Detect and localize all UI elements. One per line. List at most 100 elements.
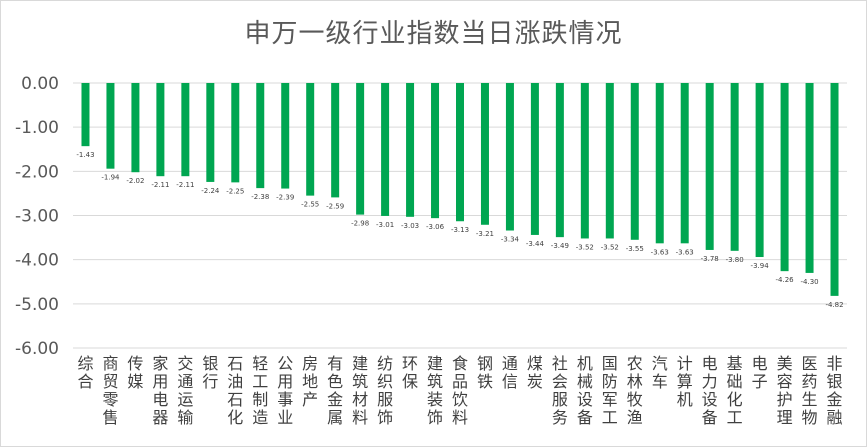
data-label: -2.98	[351, 220, 369, 228]
bar	[431, 83, 440, 219]
bar	[356, 83, 365, 215]
data-label: -3.78	[701, 255, 719, 263]
data-label: -4.82	[825, 301, 843, 309]
data-label: -3.63	[676, 248, 694, 256]
x-tick-label: 家用电器	[152, 354, 168, 427]
x-tick-label: 社会服务	[552, 354, 568, 427]
x-tick-label: 钢铁	[477, 354, 493, 391]
data-label: -4.30	[800, 278, 818, 286]
data-label: -1.43	[76, 151, 94, 159]
bar	[456, 83, 464, 222]
bar	[605, 83, 614, 239]
bar	[730, 83, 739, 251]
y-tick-label: -1.00	[15, 118, 59, 138]
data-label: -3.01	[376, 221, 394, 229]
x-tick-label: 电子	[752, 354, 768, 391]
x-tick-label: 医药生物	[802, 354, 818, 427]
bar	[580, 83, 589, 239]
bar	[406, 83, 415, 217]
data-label: -3.21	[476, 230, 494, 238]
x-tick-label: 通信	[502, 354, 518, 391]
y-tick-label: -5.00	[15, 295, 59, 315]
y-tick-label: -6.00	[15, 339, 59, 359]
data-label: -3.63	[651, 248, 669, 256]
x-tick-label: 非银金融	[827, 354, 843, 427]
data-label: -3.55	[626, 245, 644, 253]
data-label: -3.52	[576, 243, 594, 251]
bar	[381, 83, 390, 216]
bar	[530, 83, 539, 235]
x-tick-label: 公用事业	[277, 354, 293, 427]
bar	[81, 83, 90, 147]
bar	[655, 83, 664, 244]
data-label: -3.03	[401, 222, 419, 230]
y-tick-label: 0.00	[21, 74, 59, 94]
bar	[106, 83, 115, 169]
x-tick-label: 美容护理	[777, 354, 793, 427]
x-tick-label: 轻工制造	[252, 354, 268, 427]
bar	[281, 83, 290, 189]
x-tick-label: 基础化工	[727, 354, 743, 427]
bar	[505, 83, 514, 231]
x-tick-label: 纺织服饰	[377, 354, 393, 427]
bar	[331, 83, 340, 198]
y-tick-label: -4.00	[15, 251, 59, 271]
bar	[131, 83, 140, 173]
x-tick-label: 银行	[202, 354, 218, 391]
bar	[780, 83, 789, 272]
x-tick-label: 传媒	[127, 354, 143, 391]
data-label: -3.94	[751, 262, 770, 270]
x-tick-label: 交通运输	[177, 354, 193, 427]
data-label: -2.25	[226, 187, 244, 195]
bar	[705, 83, 714, 250]
data-label: -2.39	[276, 194, 294, 202]
bar	[805, 83, 814, 273]
bar	[755, 83, 764, 258]
data-label: -2.11	[176, 181, 194, 189]
data-label: -2.11	[151, 181, 169, 189]
x-tick-label: 石油石化	[227, 354, 243, 427]
bar	[231, 83, 240, 183]
data-label: -3.13	[451, 226, 469, 234]
x-tick-label: 综合	[77, 354, 93, 391]
data-label: -3.34	[501, 236, 520, 244]
bar	[680, 83, 689, 244]
bar	[156, 83, 165, 177]
bar	[181, 83, 190, 177]
x-tick-label: 计算机	[677, 354, 693, 409]
x-tick-label: 建筑材料	[352, 354, 368, 427]
x-tick-label: 煤炭	[527, 354, 543, 391]
bar	[480, 83, 489, 225]
x-tick-label: 农林牧渔	[627, 354, 643, 427]
y-tick-label: -2.00	[15, 162, 59, 182]
data-label: -2.02	[126, 177, 144, 185]
bar	[630, 83, 639, 240]
data-label: -3.52	[601, 243, 619, 251]
bar	[306, 83, 315, 196]
data-label: -3.44	[526, 240, 545, 248]
data-label: -2.55	[301, 201, 319, 209]
data-label: -3.06	[426, 223, 445, 231]
x-tick-label: 商贸零售	[102, 354, 118, 427]
bar	[206, 83, 215, 182]
y-tick-label: -3.00	[15, 207, 59, 227]
bar	[555, 83, 564, 238]
x-tick-label: 有色金属	[327, 354, 343, 427]
x-tick-label: 食品饮料	[452, 354, 468, 427]
data-label: -4.26	[776, 276, 795, 284]
x-tick-label: 电力设备	[702, 354, 718, 427]
x-tick-label: 环保	[402, 354, 418, 391]
x-tick-label: 机械设备	[577, 354, 593, 427]
data-label: -3.80	[726, 256, 744, 264]
x-tick-label: 汽车	[652, 354, 668, 391]
x-tick-label: 房地产	[302, 354, 318, 409]
data-label: -1.94	[101, 174, 120, 182]
x-tick-label: 建筑装饰	[427, 354, 443, 427]
data-label: -2.59	[326, 202, 344, 210]
data-label: -3.49	[551, 242, 569, 250]
data-label: -2.38	[251, 193, 269, 201]
x-tick-label: 国防军工	[602, 354, 618, 427]
data-label: -2.24	[201, 187, 220, 195]
